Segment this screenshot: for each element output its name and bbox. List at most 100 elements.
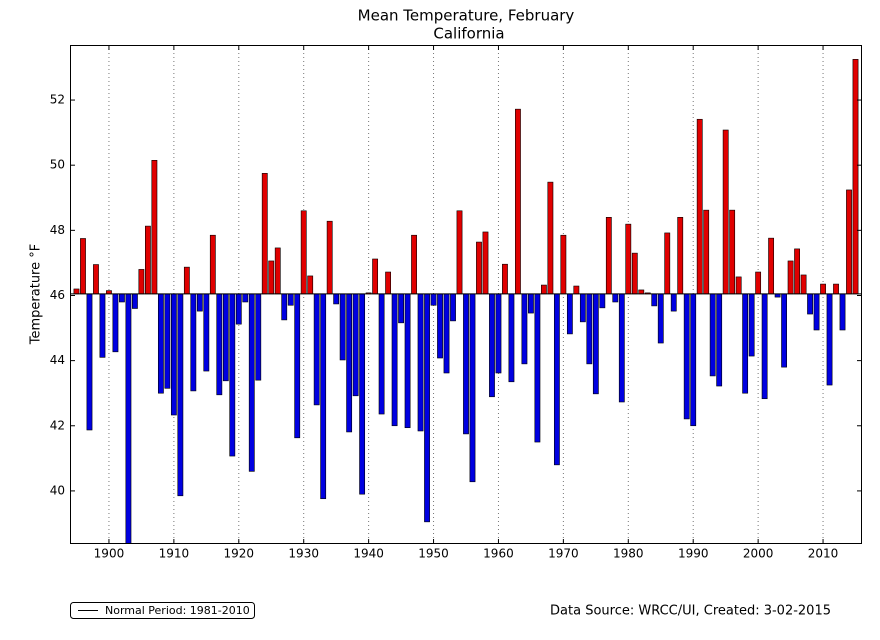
bar <box>761 293 768 400</box>
bar <box>307 275 314 295</box>
bar <box>157 293 164 394</box>
bar <box>515 108 521 295</box>
x-tick-label: 2010 <box>808 547 839 561</box>
bar <box>768 237 775 295</box>
x-tick-label: 1980 <box>613 547 644 561</box>
bar <box>826 293 833 386</box>
bar <box>820 283 826 295</box>
bar <box>846 189 852 295</box>
bar <box>755 271 762 295</box>
bar <box>170 293 177 416</box>
bar <box>521 293 528 365</box>
bar <box>385 271 391 295</box>
bar <box>631 252 638 295</box>
bar <box>424 293 430 523</box>
bar <box>748 293 755 357</box>
bar <box>209 234 216 295</box>
bar <box>287 293 294 306</box>
bar <box>852 59 859 295</box>
bar <box>625 223 632 295</box>
bar <box>203 293 210 372</box>
bar <box>677 217 684 295</box>
bar <box>378 293 385 415</box>
bar <box>508 293 515 383</box>
y-tick-label: 50 <box>50 158 65 172</box>
bar <box>216 293 223 396</box>
bar <box>300 210 307 295</box>
bar <box>839 293 846 331</box>
x-tick-label: 1920 <box>224 547 255 561</box>
y-tick-label: 46 <box>50 288 65 302</box>
bar <box>599 293 606 309</box>
bar <box>579 293 586 323</box>
bar <box>125 293 132 544</box>
y-axis-label: Temperature °F <box>29 244 44 345</box>
bar <box>742 293 749 394</box>
bar <box>605 217 612 295</box>
bar <box>313 293 320 406</box>
bar <box>235 293 242 325</box>
bar <box>560 234 567 295</box>
bar <box>553 293 560 466</box>
x-tick-label: 2000 <box>743 547 774 561</box>
bar <box>229 293 236 457</box>
bar <box>138 269 145 295</box>
bar <box>372 258 379 295</box>
bar <box>528 293 534 314</box>
bar <box>411 234 417 295</box>
plot-frame <box>70 45 862 544</box>
bar <box>456 210 463 295</box>
bar <box>222 293 229 382</box>
y-tick-label: 52 <box>50 93 65 107</box>
bar <box>476 241 482 295</box>
legend-box <box>70 602 255 619</box>
bar <box>242 293 249 303</box>
bar <box>807 293 813 315</box>
bar <box>638 289 645 295</box>
bar <box>781 293 787 368</box>
bar <box>794 248 800 295</box>
bar <box>566 293 573 335</box>
bar <box>787 260 794 295</box>
bar <box>86 293 93 431</box>
bar <box>443 293 450 374</box>
x-tick-label: 1950 <box>418 547 449 561</box>
y-tick-label: 48 <box>50 223 65 237</box>
bar <box>813 293 820 331</box>
bar <box>145 225 151 295</box>
bar <box>320 293 327 500</box>
bar <box>430 293 437 306</box>
bar <box>735 276 742 295</box>
bar <box>132 293 138 309</box>
bar <box>683 293 690 420</box>
bar <box>352 293 359 397</box>
bar <box>573 285 580 295</box>
bar <box>469 293 476 483</box>
bar <box>255 293 262 381</box>
bar <box>502 263 508 295</box>
bar <box>417 293 424 432</box>
bar <box>268 260 275 295</box>
bar <box>463 293 469 435</box>
bar <box>489 293 495 398</box>
y-tick-label: 44 <box>50 353 65 367</box>
bar <box>709 293 716 377</box>
bar <box>112 293 119 353</box>
x-tick-label: 1970 <box>548 547 579 561</box>
bar <box>99 293 106 358</box>
bar <box>541 284 547 295</box>
x-tick-label: 1930 <box>288 547 319 561</box>
bar <box>190 293 197 392</box>
bar <box>183 266 190 295</box>
bar <box>119 293 125 303</box>
bar <box>359 293 366 495</box>
bar <box>164 293 171 389</box>
bar <box>534 293 541 443</box>
bar <box>495 293 502 374</box>
bar <box>450 293 456 322</box>
bar <box>690 293 697 427</box>
bar <box>339 293 346 361</box>
bar <box>177 293 184 497</box>
bar <box>547 181 554 295</box>
x-tick-label: 1990 <box>678 547 709 561</box>
